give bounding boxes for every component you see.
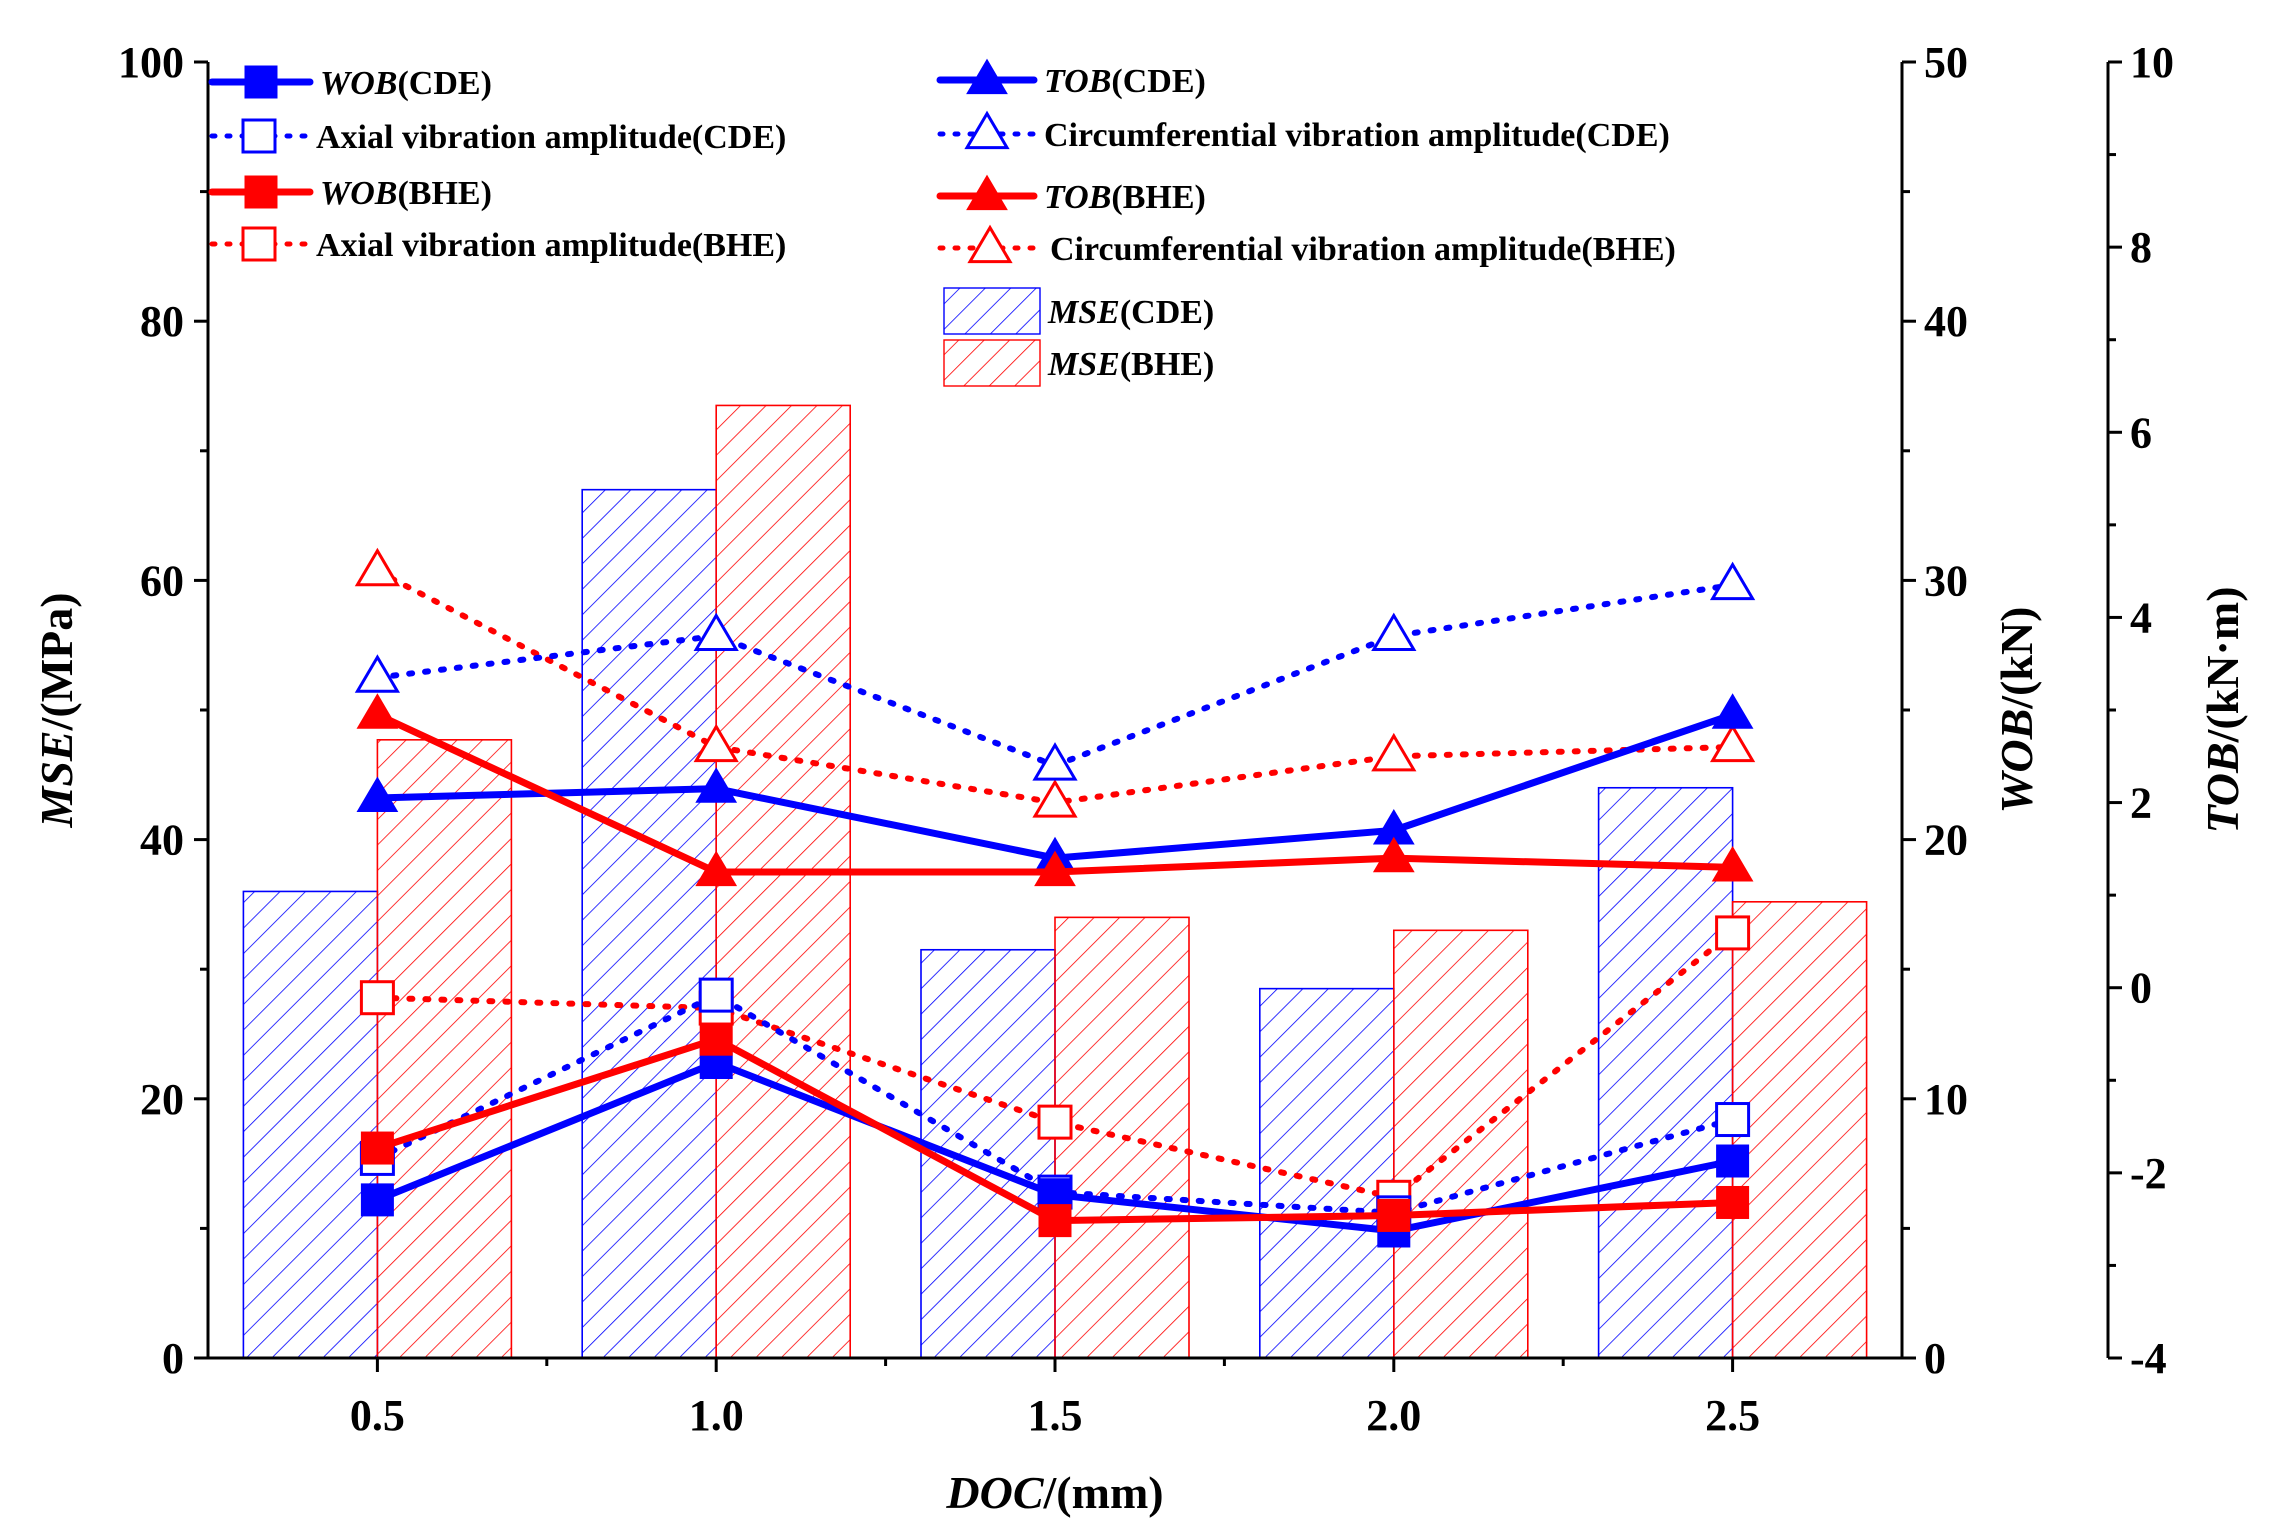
x-tick-label-3: 1.5 — [1028, 1391, 1083, 1440]
bar-mse_bhe-5 — [1731, 901, 1868, 1359]
point-circ_cde-3 — [1032, 742, 1078, 781]
point-circ_bhe-5 — [1709, 723, 1756, 763]
legend-label-mse_bhe: MSE(BHE) — [1047, 346, 1214, 383]
point-wob_bhe-2 — [699, 1022, 733, 1056]
wob-tick-label-1: 0 — [1924, 1334, 1946, 1383]
point-tob_cde-2 — [695, 767, 738, 803]
legend-label-mse_cde: MSE(CDE) — [1047, 294, 1214, 331]
point-circ_cde-2 — [693, 612, 739, 652]
point-circ_cde-1 — [354, 654, 401, 693]
point-wob_bhe-4 — [1377, 1198, 1411, 1232]
x-tick-label-4: 2.0 — [1366, 1391, 1421, 1440]
line-series — [354, 547, 1756, 1248]
point-wob_cde-1 — [360, 1183, 394, 1217]
point-tob_bhe-2 — [695, 850, 738, 887]
point-circ_cde-5 — [1709, 561, 1756, 601]
mse-tick-label-3: 40 — [140, 816, 184, 865]
x-tick-label-1: 0.5 — [350, 1391, 405, 1440]
legend-marker-circ_bhe — [967, 224, 1013, 264]
legend-marker-tob_cde — [966, 58, 1008, 95]
point-axial_bhe-3 — [1037, 1104, 1073, 1140]
legend-label-wob_bhe: WOB(BHE) — [320, 175, 492, 212]
point-tob_bhe-1 — [356, 693, 399, 729]
point-axial_cde-2 — [698, 977, 734, 1013]
point-wob_bhe-5 — [1716, 1185, 1750, 1219]
mse-tick-label-4: 60 — [140, 556, 184, 605]
legend-label-circ_cde: Circumferential vibration amplitude(CDE) — [1044, 117, 1670, 154]
legend-marker-circ_cde — [964, 110, 1010, 150]
point-axial_bhe-1 — [359, 980, 395, 1016]
point-wob_bhe-3 — [1038, 1204, 1072, 1238]
x-tick-label-2: 1.0 — [689, 1391, 744, 1440]
wob-tick-label-2: 10 — [1924, 1075, 1968, 1124]
axes: 0.5 1.0 1.5 2.0 2.502040608010001020304050-4… — [31, 38, 2248, 1518]
legend-marker-axial_cde — [241, 118, 277, 154]
mse-axis-title: MSE/(MPa) — [31, 592, 82, 828]
tob-tick-label-7: 8 — [2130, 223, 2152, 272]
legend-label-axial_bhe: Axial vibration amplitude(BHE) — [316, 227, 786, 264]
bar-mse_bhe-4 — [1393, 929, 1529, 1359]
legend-label-tob_bhe: TOB(BHE) — [1044, 179, 1206, 216]
legend-marker-wob_cde — [244, 65, 278, 99]
legend-label-circ_bhe: Circumferential vibration amplitude(BHE) — [1050, 231, 1676, 268]
legend: WOB(CDE) TOB(CDE) Axial vibration amplitud… — [208, 58, 1676, 387]
wob-tick-label-4: 30 — [1924, 556, 1968, 605]
point-circ_bhe-3 — [1032, 779, 1078, 818]
legend-label-wob_cde: WOB(CDE) — [320, 65, 492, 102]
wob-tick-label-5: 40 — [1924, 297, 1968, 346]
tob-axis-title: TOB/(kN·m) — [2197, 586, 2248, 833]
wob-tick-label-3: 20 — [1924, 816, 1968, 865]
point-axial_cde-5 — [1715, 1102, 1751, 1138]
tob-tick-label-3: 0 — [2130, 964, 2152, 1013]
tob-tick-label-2: -2 — [2130, 1149, 2167, 1198]
bar-mse_cde-1 — [242, 890, 379, 1359]
bar-mse_bhe-1 — [376, 739, 513, 1359]
legend-label-tob_cde: TOB(CDE) — [1044, 63, 1206, 100]
point-circ_bhe-1 — [354, 547, 401, 587]
tob-tick-label-1: -4 — [2130, 1334, 2167, 1383]
point-tob_cde-1 — [356, 776, 399, 813]
bar-mse_cde-5 — [1597, 786, 1734, 1359]
point-tob_cde-5 — [1711, 693, 1754, 729]
point-tob_bhe-5 — [1711, 845, 1754, 882]
bar-mse_cde-2 — [581, 488, 718, 1359]
tob-tick-label-6: 6 — [2130, 408, 2152, 457]
x-tick-label-5: 2.5 — [1705, 1391, 1760, 1440]
point-tob_bhe-3 — [1034, 850, 1076, 887]
point-circ_bhe-4 — [1371, 732, 1417, 772]
legend-label-axial_cde: Axial vibration amplitude(CDE) — [316, 119, 786, 156]
point-circ_bhe-2 — [693, 723, 739, 763]
tob-tick-label-8: 10 — [2130, 38, 2174, 87]
mse-tick-label-6: 100 — [118, 38, 184, 87]
mse-bars — [242, 404, 1868, 1359]
legend-marker-tob_bhe — [966, 174, 1008, 211]
point-circ_cde-4 — [1371, 612, 1417, 652]
legend-marker-wob_bhe — [244, 175, 278, 209]
mse-tick-label-1: 0 — [162, 1334, 184, 1383]
mse-tick-label-2: 20 — [140, 1075, 184, 1124]
wob-tick-label-6: 50 — [1924, 38, 1968, 87]
legend-swatch-mse_bhe — [943, 339, 1041, 387]
x-axis-title: DOC/(mm) — [945, 1467, 1163, 1518]
wob-axis-title: WOB/(kN) — [1991, 606, 2042, 813]
bar-mse_bhe-2 — [715, 404, 852, 1359]
point-axial_bhe-5 — [1715, 915, 1751, 951]
point-tob_bhe-4 — [1372, 836, 1415, 873]
line-axial_bhe — [374, 929, 1736, 1201]
point-wob_bhe-1 — [360, 1131, 394, 1165]
legend-swatch-mse_cde — [943, 287, 1041, 335]
legend-marker-axial_bhe — [241, 226, 277, 262]
tob-tick-label-5: 4 — [2130, 593, 2152, 642]
point-wob_cde-5 — [1716, 1144, 1750, 1178]
tob-tick-label-4: 2 — [2130, 779, 2152, 828]
mse-tick-label-5: 80 — [140, 297, 184, 346]
